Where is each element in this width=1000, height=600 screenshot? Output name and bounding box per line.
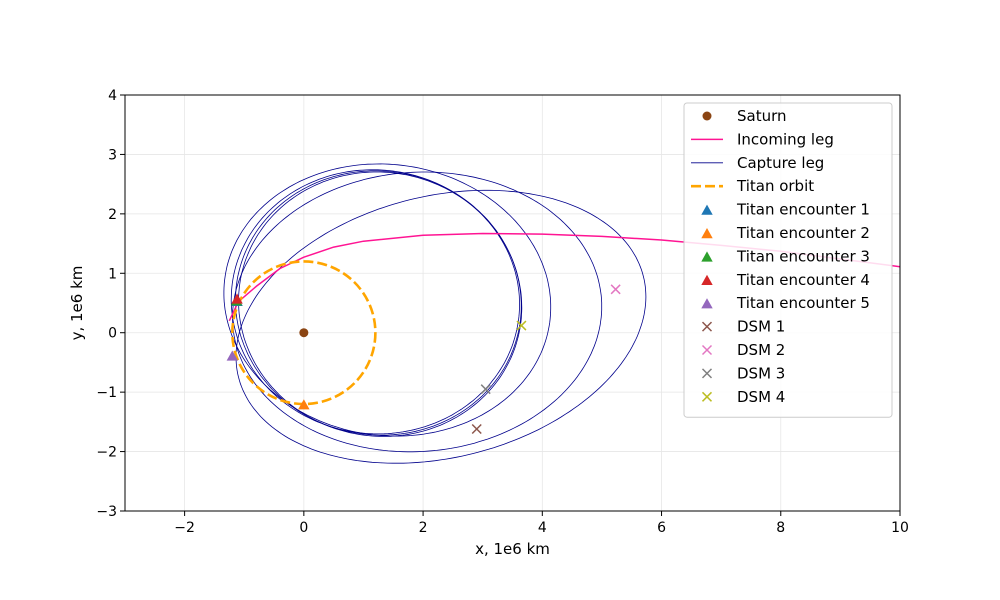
legend-label: Titan encounter 4 <box>736 271 870 289</box>
legend-entry: DSM 4 <box>701 388 785 406</box>
legend-handle-triangle <box>701 274 713 285</box>
saturn-marker <box>299 328 309 338</box>
legend-label: Capture leg <box>737 154 824 172</box>
legend-handle-cross <box>701 391 713 402</box>
legend-handle-cross-stroke <box>701 321 713 332</box>
legend-entry: Titan encounter 3 <box>701 247 870 265</box>
y-tick-label: 0 <box>108 326 117 342</box>
y-tick-label: 2 <box>108 207 117 223</box>
x-axis-label: x, 1e6 km <box>475 540 550 558</box>
legend-label: DSM 1 <box>737 318 785 336</box>
dsm-1-marker <box>471 423 482 435</box>
titan-encounter-4-marker <box>231 293 243 304</box>
titan-encounter-5-marker <box>226 350 239 361</box>
dsm-4-marker <box>516 320 527 331</box>
capture-leg-orbit <box>235 189 647 464</box>
legend-handle-triangle <box>701 228 713 239</box>
legend-entry: DSM 2 <box>701 341 785 359</box>
legend-label: Saturn <box>737 107 787 125</box>
plot-frame <box>124 94 901 512</box>
x-tick-label: 4 <box>538 520 547 536</box>
legend-label: Titan encounter 5 <box>736 294 870 312</box>
legend-label: DSM 2 <box>737 341 785 359</box>
legend-label: Titan encounter 2 <box>736 224 870 242</box>
legend-entry: Saturn <box>702 107 787 125</box>
y-tick-label: 1 <box>108 266 117 282</box>
x-tick-label: 8 <box>776 520 785 536</box>
dsm-2-marker <box>610 284 621 295</box>
legend-handle-triangle <box>701 251 713 262</box>
legend: Saturn Incoming leg Capture leg Titan orbit… <box>683 102 893 418</box>
legend-handle-triangle <box>701 204 713 215</box>
dsm-4-marker-stroke <box>516 320 527 331</box>
dsm-3-marker <box>480 384 491 395</box>
dsm-1-marker-stroke <box>471 423 482 435</box>
y-tick-label: 3 <box>108 147 117 163</box>
x-tick-label: 6 <box>657 520 666 536</box>
x-tick-label: 2 <box>419 520 428 536</box>
legend-box <box>683 102 893 418</box>
legend-handle-cross-stroke <box>701 391 713 402</box>
legend-entry: Titan encounter 2 <box>701 224 870 242</box>
titan-encounter-2-marker <box>298 399 310 410</box>
legend-handle-cross <box>701 368 713 379</box>
legend-entry: Capture leg <box>691 154 824 172</box>
legend-handle-cross-stroke <box>701 344 713 356</box>
legend-label: Titan encounter 3 <box>736 247 870 265</box>
capture-leg-orbit <box>238 171 523 437</box>
y-tick-label: −3 <box>96 504 117 520</box>
legend-entry: Titan encounter 4 <box>701 271 870 289</box>
x-tick-label: 0 <box>299 520 308 536</box>
legend-label: DSM 4 <box>737 388 785 406</box>
legend-label: DSM 3 <box>737 364 785 382</box>
y-tick-label: 4 <box>108 88 117 104</box>
dsm-2-marker-stroke <box>610 284 621 295</box>
legend-label: Incoming leg <box>737 130 834 148</box>
legend-entry: Titan encounter 5 <box>701 294 870 312</box>
y-tick-label: −1 <box>96 385 117 401</box>
x-tick-label: 10 <box>891 520 909 536</box>
x-tick-label: −2 <box>174 520 195 536</box>
legend-entry: Titan orbit <box>691 177 814 195</box>
capture-leg-orbit <box>230 169 520 435</box>
legend-entry: DSM 3 <box>701 364 785 382</box>
legend-label: Titan orbit <box>736 177 814 195</box>
legend-handle-triangle <box>701 298 713 309</box>
legend-label: Titan encounter 1 <box>736 201 870 219</box>
y-tick-label: −2 <box>96 445 117 461</box>
legend-handle-cross-stroke <box>701 368 713 379</box>
legend-handle-cross <box>701 344 713 356</box>
legend-entry: Titan encounter 1 <box>701 201 870 219</box>
legend-entry: DSM 1 <box>701 318 785 336</box>
capture-leg-orbit <box>223 163 552 437</box>
legend-handle-cross <box>701 321 713 332</box>
legend-handle-saturn <box>702 111 712 121</box>
axis-ticks: −2 0 2 4 6 8 10 −3 −2 −1 0 1 2 3 4 <box>96 88 909 536</box>
y-axis-label: y, 1e6 km <box>68 266 86 341</box>
legend-entry: Incoming leg <box>691 130 834 148</box>
dsm-3-marker-stroke <box>480 384 491 395</box>
